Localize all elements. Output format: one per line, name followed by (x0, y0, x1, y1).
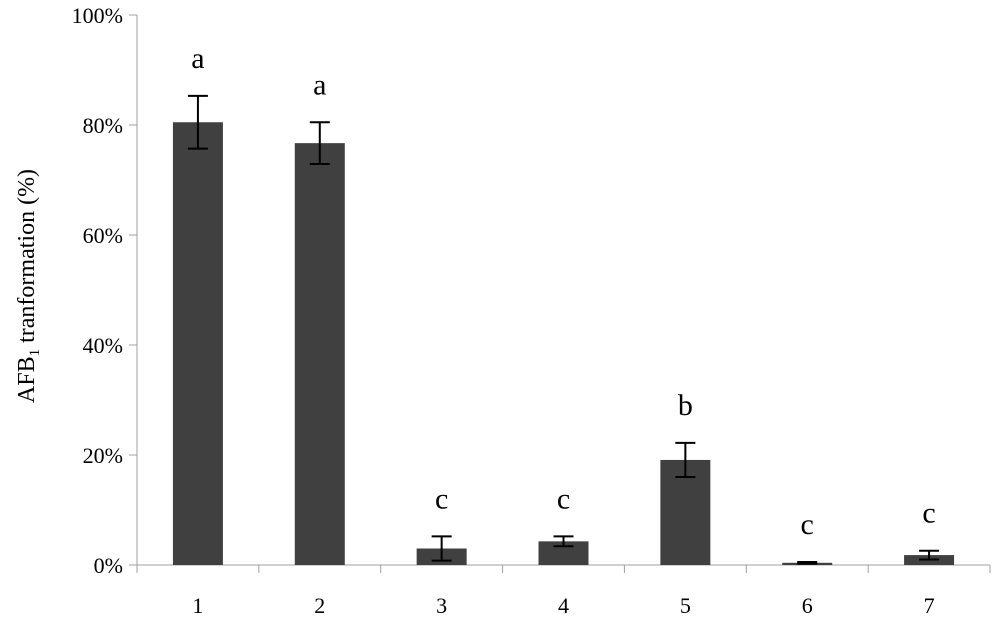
x-tick-label: 1 (192, 593, 203, 618)
significance-label: c (922, 497, 935, 530)
x-tick-label: 2 (314, 593, 325, 618)
bar (172, 122, 223, 565)
x-tick-label: 5 (680, 593, 691, 618)
significance-label: a (313, 68, 326, 101)
significance-label: c (435, 482, 448, 515)
x-tick-label: 3 (436, 593, 447, 618)
significance-label: c (557, 482, 570, 515)
y-axis-title-subscript: 1 (27, 349, 43, 357)
y-tick-label: 40% (83, 333, 123, 358)
significance-label: b (678, 389, 693, 422)
labels: a 1 a 2 c 3 c 4 b 5 c 6 c 7 (191, 42, 935, 618)
y-tick-label: 80% (83, 113, 123, 138)
significance-label: c (801, 508, 814, 541)
y-tick-label: 60% (83, 223, 123, 248)
y-tick-label: 0% (94, 553, 123, 578)
bar (538, 541, 589, 565)
bar (294, 143, 345, 565)
significance-label: a (191, 42, 204, 75)
y-axis-title-main: AFB (14, 356, 40, 403)
y-tick-label: 20% (83, 443, 123, 468)
y-axis-title: AFB1 tranformation (%) (14, 169, 43, 403)
x-tick-label: 7 (924, 593, 935, 618)
y-tick-label: 100% (72, 3, 123, 28)
error-bars (187, 94, 940, 565)
axes: 0% 20% 40% 60% 80% 100% (72, 3, 991, 578)
x-tick-label: 6 (802, 593, 813, 618)
y-axis-title-rest: tranformation (%) (14, 169, 40, 349)
x-tick-label: 4 (558, 593, 569, 618)
